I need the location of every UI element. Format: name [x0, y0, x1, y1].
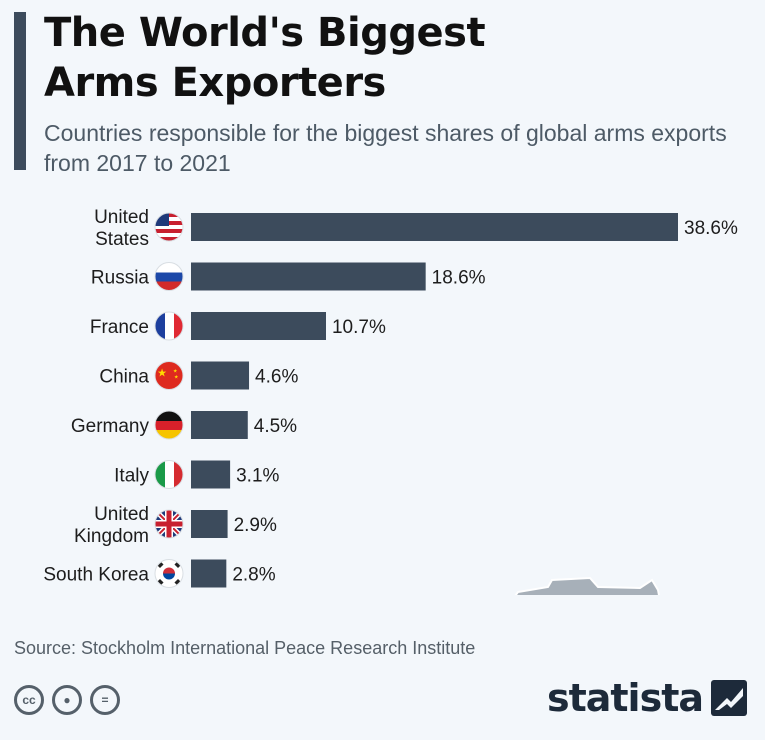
category-label-line: United [94, 207, 149, 228]
logo-text: statista [546, 676, 704, 720]
category-label: United States [94, 207, 149, 250]
uk-flag-icon [154, 509, 184, 539]
bar-row: 4.6%★ ★★China [99, 361, 298, 390]
category-label: France [90, 317, 149, 338]
france-flag-icon [154, 311, 184, 341]
bar [191, 460, 231, 489]
china-flag-icon: ★ ★★ [154, 361, 184, 390]
value-label: 2.9% [234, 515, 277, 536]
bar-row: 10.7% France [90, 311, 386, 341]
category-label: Russia [91, 268, 150, 289]
source-note: Source: Stockholm International Peace Re… [14, 638, 476, 658]
category-label-line: Kingdom [74, 526, 149, 547]
statista-logo[interactable]: statista [547, 676, 747, 720]
license-icons: cc ● = [14, 685, 120, 715]
bar-row: 38.6% United States [94, 207, 738, 250]
bar-row: 2.8% South Korea [43, 559, 276, 588]
value-label: 3.1% [236, 466, 279, 487]
bar-row: 4.5% Germany [71, 410, 297, 440]
germany-flag-icon [154, 410, 184, 440]
category-label: Italy [114, 466, 149, 487]
value-label: 2.8% [232, 565, 275, 586]
tank-illustration-icon [514, 576, 660, 595]
category-label: South Korea [43, 565, 149, 586]
cc-icon[interactable]: cc [14, 685, 44, 715]
category-label: Germany [71, 416, 150, 437]
chart-title: The World's Biggest Arms Exporters [44, 8, 744, 108]
svg-text:★: ★ [174, 375, 179, 381]
category-label: China [99, 367, 149, 388]
accent-bar [14, 12, 26, 170]
bar [191, 262, 426, 291]
value-label: 4.5% [254, 416, 297, 437]
attribution-icon[interactable]: ● [52, 685, 82, 715]
value-label: 10.7% [332, 317, 386, 338]
value-label: 38.6% [684, 218, 738, 239]
category-label-line: States [95, 229, 149, 250]
bar-chart: 38.6%United States18.6%Russia10.7%France4… [43, 207, 738, 595]
bar [191, 361, 250, 390]
svg-text:★: ★ [157, 368, 167, 380]
statista-mark-icon [711, 680, 747, 716]
title-line-1: The World's Biggest [44, 10, 486, 56]
category-label-line: United [94, 504, 149, 525]
bar-row: 3.1% Italy [114, 460, 280, 489]
value-label: 18.6% [432, 268, 486, 289]
south-korea-flag-icon [154, 559, 184, 588]
italy-flag-icon [154, 460, 184, 489]
bar-row: 18.6% Russia [91, 262, 486, 291]
title-line-2: Arms Exporters [44, 60, 386, 106]
bar [191, 213, 678, 241]
russia-flag-icon [154, 262, 184, 291]
category-label: United Kingdom [74, 504, 149, 547]
bar-row: 2.9% United Kingdom [74, 504, 277, 547]
chart-subtitle: Countries responsible for the biggest sh… [44, 120, 727, 176]
bar [191, 411, 248, 439]
svg-text:★: ★ [173, 369, 178, 375]
us-flag-icon [154, 212, 184, 242]
value-label: 4.6% [255, 367, 298, 388]
bar [191, 312, 326, 340]
bar [191, 559, 227, 588]
no-derivatives-icon[interactable]: = [90, 685, 120, 715]
bar [191, 510, 228, 538]
